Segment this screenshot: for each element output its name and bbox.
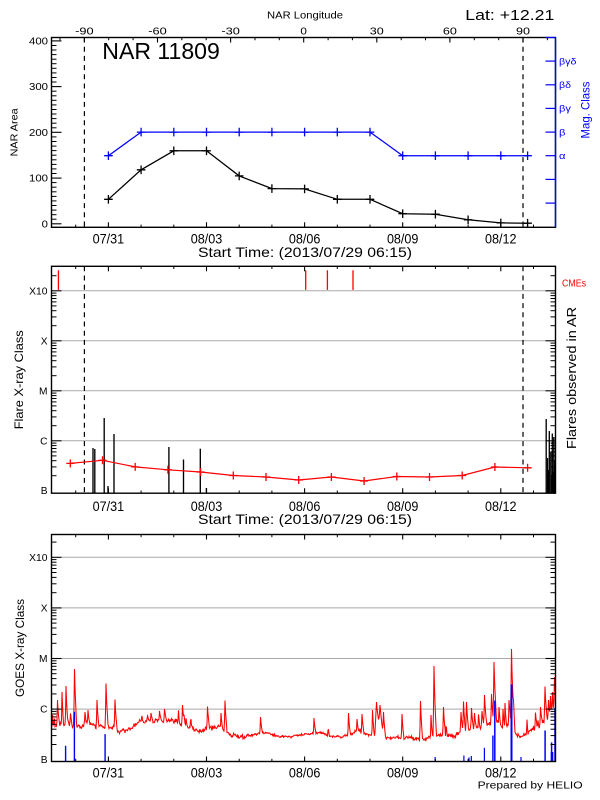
svg-text:08/09: 08/09 — [387, 499, 419, 515]
svg-text:Start Time: (2013/07/29 06:15): Start Time: (2013/07/29 06:15) — [198, 512, 412, 527]
svg-text:08/06: 08/06 — [289, 766, 321, 782]
svg-text:M: M — [39, 386, 48, 397]
svg-text:08/12: 08/12 — [485, 499, 517, 515]
svg-text:C: C — [40, 705, 47, 716]
svg-text:-30: -30 — [221, 26, 240, 37]
svg-text:-90: -90 — [75, 26, 94, 37]
svg-text:X: X — [41, 604, 48, 615]
svg-text:08/12: 08/12 — [485, 766, 517, 782]
svg-text:08/03: 08/03 — [191, 766, 223, 782]
svg-text:Flares observed in AR: Flares observed in AR — [565, 307, 579, 449]
svg-text:07/31: 07/31 — [93, 232, 125, 248]
svg-text:X10: X10 — [29, 286, 48, 297]
svg-text:NAR Area: NAR Area — [9, 108, 21, 156]
svg-text:M: M — [39, 654, 48, 665]
svg-text:Mag. Class: Mag. Class — [579, 82, 593, 139]
svg-text:B: B — [41, 755, 48, 766]
svg-text:Flare X-ray Class: Flare X-ray Class — [12, 330, 26, 429]
svg-text:08/09: 08/09 — [387, 766, 419, 782]
svg-text:400: 400 — [29, 37, 48, 48]
svg-text:βγ: βγ — [559, 104, 571, 115]
svg-text:βδ: βδ — [559, 80, 571, 91]
svg-text:Lat: +12.21: Lat: +12.21 — [465, 8, 554, 24]
svg-text:-60: -60 — [148, 26, 167, 37]
svg-text:08/06: 08/06 — [289, 499, 321, 515]
svg-text:0: 0 — [300, 26, 307, 37]
svg-text:60: 60 — [443, 26, 458, 37]
svg-text:CMEs: CMEs — [562, 278, 586, 290]
svg-text:X10: X10 — [29, 553, 48, 564]
svg-text:α: α — [559, 151, 566, 162]
svg-text:08/06: 08/06 — [289, 232, 321, 248]
svg-text:B: B — [41, 486, 48, 497]
svg-text:08/03: 08/03 — [191, 232, 223, 248]
svg-text:NAR Longitude: NAR Longitude — [267, 10, 343, 22]
svg-text:NAR 11809: NAR 11809 — [102, 38, 220, 64]
svg-text:C: C — [40, 436, 47, 447]
svg-text:07/31: 07/31 — [93, 766, 125, 782]
svg-text:200: 200 — [29, 128, 48, 139]
svg-text:90: 90 — [516, 26, 531, 37]
svg-text:GOES X-ray Class: GOES X-ray Class — [13, 599, 27, 697]
svg-text:07/31: 07/31 — [93, 499, 125, 515]
svg-text:Start Time: (2013/07/29 06:15): Start Time: (2013/07/29 06:15) — [198, 245, 412, 260]
svg-text:β: β — [559, 127, 566, 138]
svg-text:300: 300 — [29, 82, 48, 93]
svg-text:X: X — [41, 336, 48, 347]
svg-text:08/12: 08/12 — [485, 232, 517, 248]
svg-text:08/03: 08/03 — [191, 499, 223, 515]
svg-text:100: 100 — [29, 174, 48, 185]
svg-text:βγδ: βγδ — [559, 56, 577, 67]
svg-text:0: 0 — [42, 219, 49, 230]
svg-text:08/09: 08/09 — [387, 232, 419, 248]
svg-text:Prepared by HELIO: Prepared by HELIO — [478, 779, 583, 791]
svg-text:30: 30 — [370, 26, 385, 37]
